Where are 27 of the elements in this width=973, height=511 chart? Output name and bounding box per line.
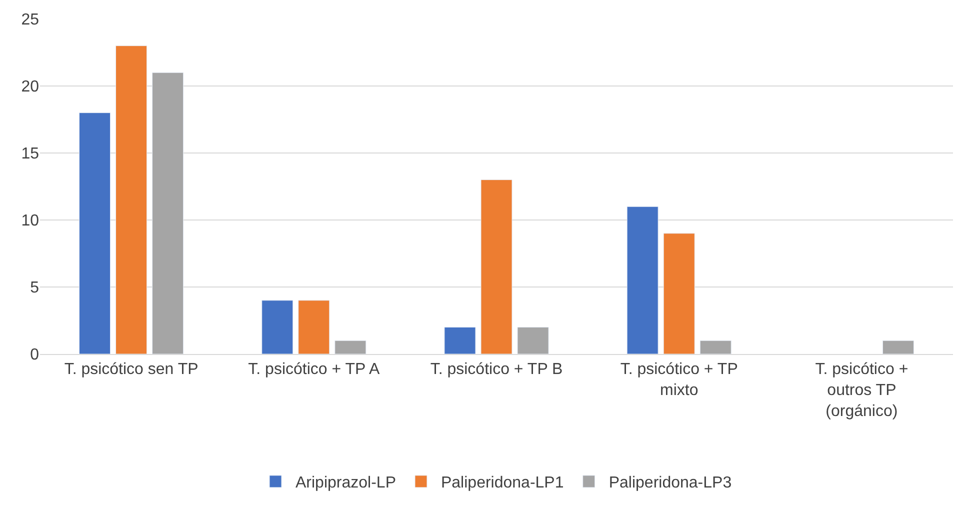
bar [334, 340, 366, 354]
bar [626, 206, 658, 354]
bar [116, 46, 148, 354]
y-tick-label: 25 [21, 12, 40, 29]
bar [79, 112, 111, 354]
x-tick-label: T. psicótico + TP A [248, 361, 380, 378]
y-tick-label: 5 [30, 280, 40, 297]
y-tick-label: 15 [21, 146, 40, 163]
bar [444, 326, 476, 354]
x-tick-label: T. psicótico + TP mixto [620, 361, 738, 399]
bar [517, 326, 549, 354]
x-tick-label: T. psicótico sen TP [64, 361, 198, 378]
y-tick-label: 0 [30, 346, 40, 364]
bar [663, 233, 695, 354]
legend-label: Aripiprazol-LP [296, 474, 396, 492]
bar [882, 340, 914, 354]
legend-label: Paliperidona-LP3 [608, 474, 732, 492]
x-tick-label: T. psicótico + TP B [430, 361, 563, 378]
bar [298, 300, 330, 354]
bar [262, 300, 294, 354]
y-tick-label: 10 [21, 212, 40, 230]
bar [152, 72, 184, 354]
bar [700, 340, 732, 354]
y-tick-label: 20 [21, 78, 40, 96]
bar [480, 180, 512, 354]
x-tick-label: T. psicótico + outros TP (orgánico) [815, 361, 908, 420]
legend-label: Paliperidona-LP1 [440, 474, 564, 492]
